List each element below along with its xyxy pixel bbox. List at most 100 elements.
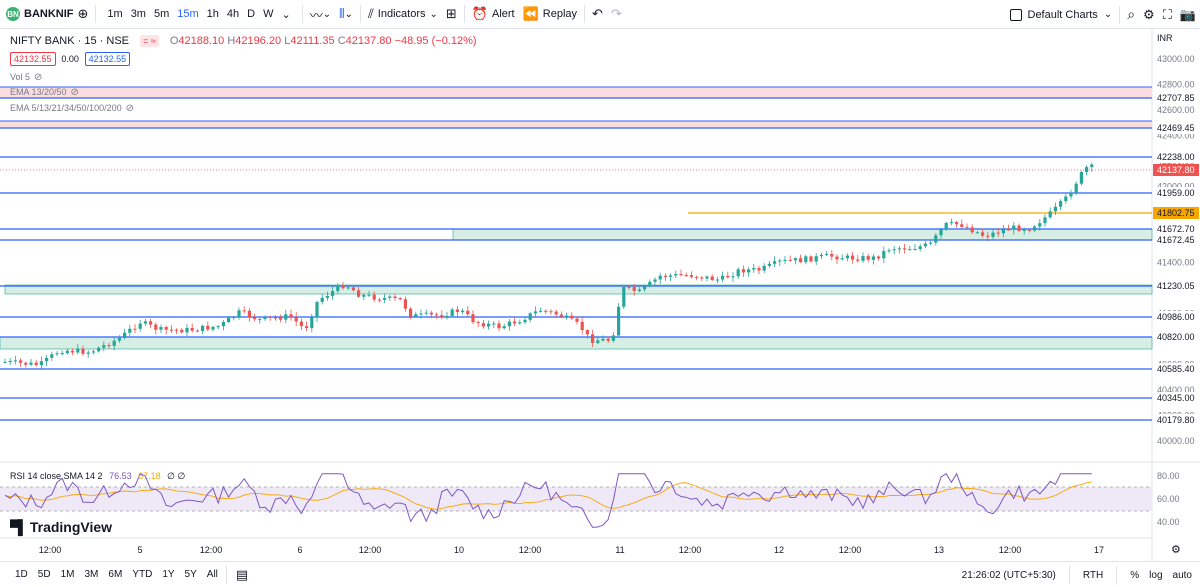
- range-1d[interactable]: 1D: [15, 569, 28, 580]
- horizontal-levels: [0, 86, 1152, 421]
- fullscreen-button[interactable]: ⛶: [1159, 0, 1176, 29]
- time-axis[interactable]: 12:00 5 12:00 6 12:00 10 12:00 11 12:00 12 12:00 13…: [39, 543, 1181, 556]
- chart-type-button[interactable]: 〰 ⌄: [306, 0, 335, 29]
- interval-3m[interactable]: 3m: [130, 8, 146, 20]
- candle-body: [201, 325, 205, 331]
- symbol-title[interactable]: NIFTY BANK · 15 · NSE: [10, 35, 129, 47]
- ema1-legend[interactable]: EMA 13/20/50 ⊘: [10, 87, 79, 98]
- candle-body: [86, 352, 90, 354]
- candle-body: [377, 299, 381, 301]
- redo-button[interactable]: ↷: [607, 0, 626, 29]
- replay-button[interactable]: ⏪ Replay: [519, 0, 581, 29]
- range-5d[interactable]: 5D: [37, 569, 51, 580]
- candle-type-button[interactable]: ⫴ ⌄: [335, 0, 357, 29]
- percent-toggle[interactable]: %: [1130, 569, 1140, 581]
- interval-5m[interactable]: 5m: [153, 8, 170, 20]
- candle-body: [689, 275, 693, 277]
- auto-toggle[interactable]: auto: [1172, 569, 1192, 581]
- candle-body: [60, 353, 64, 355]
- symbol-search[interactable]: BN BANKNIF: [0, 7, 74, 21]
- time-tick-label: 12: [774, 545, 784, 555]
- session-toggle[interactable]: RTH: [1082, 569, 1104, 581]
- clock[interactable]: 21:26:02 (UTC+5:30): [961, 569, 1056, 581]
- range-all[interactable]: All: [206, 569, 218, 580]
- range-ytd[interactable]: YTD: [132, 569, 153, 580]
- price-tick-label: 41400.00: [1157, 258, 1195, 268]
- tradingview-logo[interactable]: ▀▌ TradingView: [10, 519, 112, 535]
- range-5y[interactable]: 5Y: [184, 569, 197, 580]
- alert-button[interactable]: ⏰ Alert: [468, 0, 519, 29]
- candle-body: [575, 318, 579, 322]
- rsi-pane: [0, 472, 1152, 528]
- candle-body: [185, 327, 189, 333]
- candle-body: [1027, 229, 1031, 231]
- eye-off-icon[interactable]: ⊘: [34, 72, 43, 83]
- candle-body: [715, 279, 719, 281]
- layouts-button[interactable]: ⊞: [442, 0, 461, 29]
- high-value: 42196.20: [235, 35, 282, 47]
- interval-15m[interactable]: 15m: [177, 8, 199, 20]
- candle-body: [398, 298, 402, 300]
- candle-body: [539, 310, 543, 312]
- candle-body: [1017, 225, 1021, 231]
- candle-body: [331, 291, 335, 296]
- time-tick-label: 12:00: [999, 545, 1022, 555]
- price-axis[interactable]: INR43000.0042800.0042600.0042400.0042200…: [1153, 33, 1199, 527]
- interval-1h[interactable]: 1h: [206, 8, 219, 20]
- time-tick-label: 12:00: [679, 545, 702, 555]
- currency-label[interactable]: INR: [1157, 33, 1173, 43]
- time-tick-label: 10: [454, 545, 464, 555]
- candle-body: [50, 354, 54, 358]
- range-1y[interactable]: 1Y: [162, 569, 175, 580]
- candle-body: [674, 274, 678, 276]
- symbol-name: BANKNIF: [24, 8, 74, 20]
- level-label-box: [1153, 414, 1199, 426]
- range-6m[interactable]: 6M: [108, 569, 123, 580]
- time-tick-label: 6: [297, 545, 302, 555]
- log-toggle[interactable]: log: [1149, 569, 1163, 581]
- interval-4h[interactable]: 4h: [226, 8, 240, 20]
- bid-button[interactable]: 42132.55: [10, 52, 56, 66]
- interval-w[interactable]: W: [263, 8, 274, 20]
- candle-body: [65, 350, 69, 354]
- ema2-legend[interactable]: EMA 5/13/21/34/50/100/200 ⊘: [10, 103, 134, 114]
- rsi-legend[interactable]: RSI 14 close SMA 14 2 76.53 67.18 ∅ ∅: [10, 471, 185, 482]
- settings-button[interactable]: ⚙: [1139, 0, 1159, 29]
- candle-body: [975, 232, 979, 234]
- candle-body: [403, 299, 407, 309]
- demand-zone-1: [452, 228, 1153, 241]
- candle-body: [320, 297, 324, 302]
- candle-body: [731, 276, 735, 278]
- interval-dropdown-chevron-icon[interactable]: ⌄: [281, 8, 291, 21]
- market-status-icon[interactable]: = ≈: [140, 35, 159, 47]
- line-chart-icon: 〰: [309, 7, 323, 23]
- interval-d[interactable]: D: [247, 8, 256, 20]
- candle-body: [383, 297, 387, 300]
- date-range-icon[interactable]: ▤: [235, 566, 249, 582]
- search-button[interactable]: ⌕: [1123, 0, 1139, 29]
- range-1m[interactable]: 1M: [60, 569, 75, 580]
- candle-body: [622, 286, 626, 307]
- ask-button[interactable]: 42132.55: [84, 52, 131, 66]
- volume-legend[interactable]: Vol 5 ⊘: [10, 72, 42, 83]
- candle-body: [279, 317, 283, 320]
- default-charts-selector[interactable]: Default Charts ⌄: [1006, 0, 1117, 29]
- level-label: 40820.00: [1157, 332, 1195, 342]
- range-3m[interactable]: 3M: [84, 569, 99, 580]
- axis-settings-gear-icon[interactable]: ⚙: [1171, 543, 1181, 556]
- compare-button[interactable]: ⊕: [74, 0, 93, 29]
- candle-body: [773, 261, 777, 264]
- interval-1m[interactable]: 1m: [107, 8, 123, 20]
- indicators-button[interactable]: ⫽ Indicators ⌄: [364, 0, 442, 29]
- candle-body: [741, 269, 745, 273]
- price-tick-label: 40000.00: [1157, 436, 1195, 446]
- bottom-right-controls: 21:26:02 (UTC+5:30) RTH % log auto: [962, 562, 1192, 587]
- snapshot-button[interactable]: 📷: [1176, 0, 1200, 29]
- candle-body: [393, 296, 397, 299]
- eye-off-icon[interactable]: ⊘: [70, 87, 79, 98]
- undo-button[interactable]: ↶: [588, 0, 607, 29]
- close-label: C: [337, 35, 346, 47]
- eye-off-icon[interactable]: ⊘: [125, 103, 134, 114]
- rsi-line: [4, 472, 1092, 528]
